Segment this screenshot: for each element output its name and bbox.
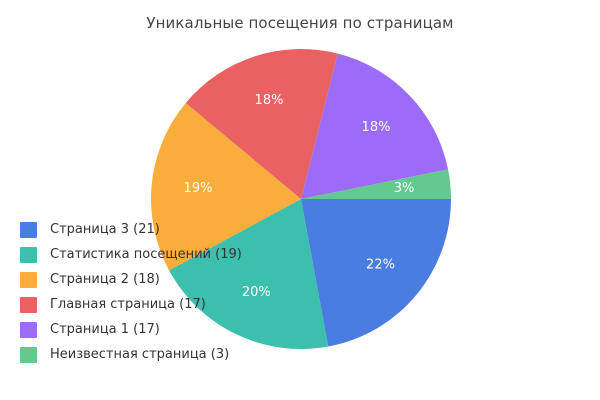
- slice-percent-label: 3%: [394, 181, 415, 196]
- legend-swatch: [20, 346, 37, 363]
- pie-slice: [169, 199, 329, 350]
- slice-percent-label: 18%: [362, 120, 391, 135]
- pie-slice: [301, 169, 451, 199]
- legend-label: Страница 2 (18): [50, 272, 160, 287]
- legend-item: Неизвестная страница (3): [20, 342, 242, 367]
- slice-percent-label: 18%: [255, 93, 284, 108]
- chart-title: Уникальные посещения по страницам: [146, 14, 454, 32]
- slice-percent-label: 22%: [366, 258, 395, 273]
- pie-slice: [185, 48, 338, 200]
- legend-label: Статистика посещений (19): [50, 247, 242, 262]
- slice-percent-label: 19%: [184, 181, 213, 196]
- pie-slice: [301, 199, 451, 347]
- legend-swatch: [20, 246, 37, 263]
- legend-swatch: [20, 321, 37, 338]
- legend-item: Страница 1 (17): [20, 317, 242, 342]
- pie-slice: [301, 53, 449, 200]
- legend-item: Страница 2 (18): [20, 267, 242, 292]
- legend-swatch: [20, 296, 37, 313]
- legend-label: Неизвестная страница (3): [50, 347, 230, 362]
- slice-percent-label: 20%: [242, 285, 271, 300]
- legend-label: Главная страница (17): [50, 297, 206, 312]
- legend-item: Статистика посещений (19): [20, 242, 242, 267]
- legend-item: Главная страница (17): [20, 292, 242, 317]
- legend-swatch: [20, 271, 37, 288]
- legend-label: Страница 1 (17): [50, 322, 160, 337]
- legend: Страница 3 (21) Статистика посещений (19)…: [20, 217, 242, 367]
- legend-label: Страница 3 (21): [50, 222, 160, 237]
- legend-item: Страница 3 (21): [20, 217, 242, 242]
- legend-swatch: [20, 221, 37, 238]
- pie-slice: [150, 103, 301, 271]
